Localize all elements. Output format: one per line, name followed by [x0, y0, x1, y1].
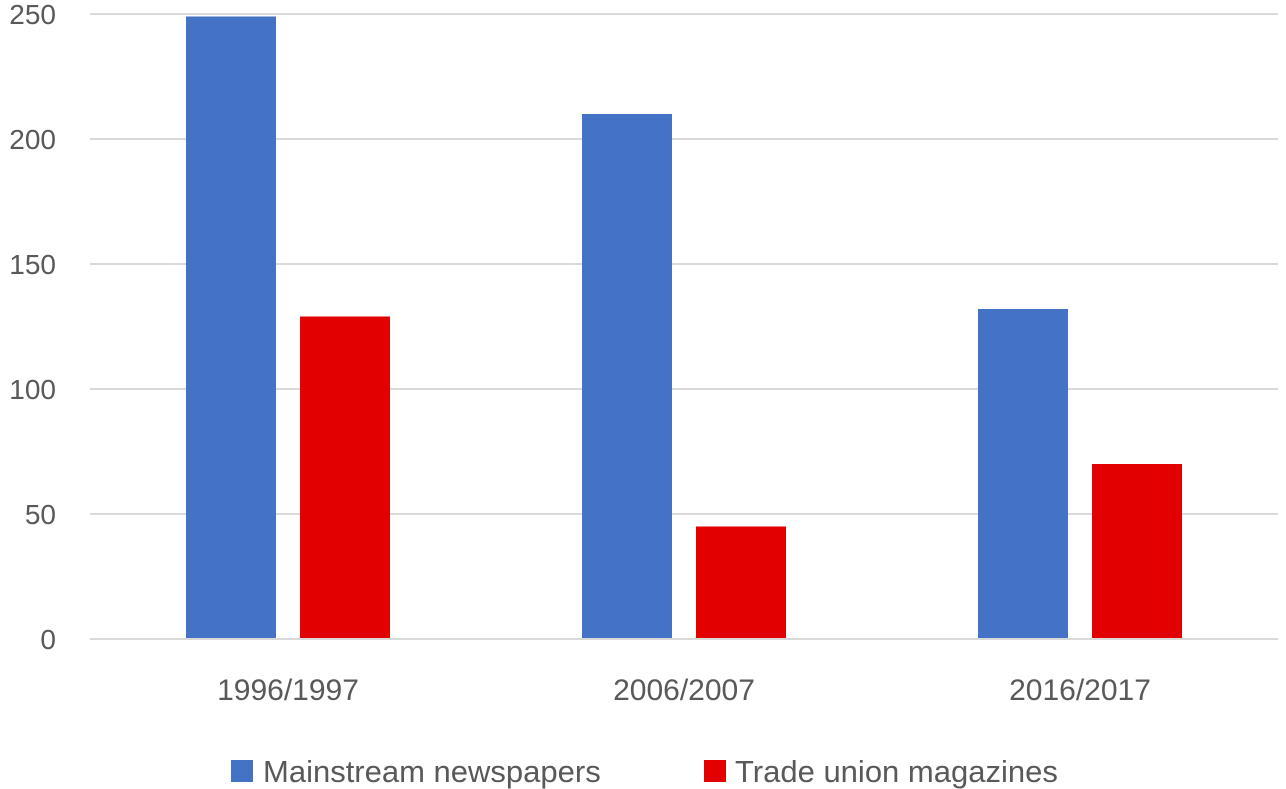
bar-trade-union-magazines-2016-2017: [1092, 464, 1182, 639]
y-tick-label: 50: [25, 499, 56, 530]
x-axis: 1996/1997 2006/2007 2016/2017: [90, 638, 1278, 707]
bar-mainstream-newspapers-2006-2007: [582, 114, 672, 639]
x-category-label: 1996/1997: [217, 674, 359, 707]
legend: Mainstream newspapers Trade union magazin…: [231, 754, 1058, 789]
legend-label-mainstream-newspapers: Mainstream newspapers: [263, 754, 601, 789]
y-axis-tick-labels: 0 50 100 150 200 250: [9, 0, 56, 655]
y-tick-label: 250: [9, 0, 56, 30]
legend-swatch-trade-union-magazines: [704, 760, 726, 782]
y-tick-label: 0: [40, 624, 56, 655]
bars: [186, 16, 1182, 639]
y-tick-label: 150: [9, 249, 56, 280]
y-tick-label: 200: [9, 124, 56, 155]
legend-swatch-mainstream-newspapers: [231, 760, 253, 782]
bar-mainstream-newspapers-1996-1997: [186, 16, 276, 639]
legend-label-trade-union-magazines: Trade union magazines: [735, 754, 1058, 789]
y-tick-label: 100: [9, 374, 56, 405]
bar-mainstream-newspapers-2016-2017: [978, 309, 1068, 639]
x-category-label: 2006/2007: [613, 674, 755, 707]
gridlines: [90, 13, 1278, 515]
x-category-label: 2016/2017: [1009, 674, 1151, 707]
bar-trade-union-magazines-1996-1997: [300, 316, 390, 639]
bar-trade-union-magazines-2006-2007: [696, 526, 786, 639]
